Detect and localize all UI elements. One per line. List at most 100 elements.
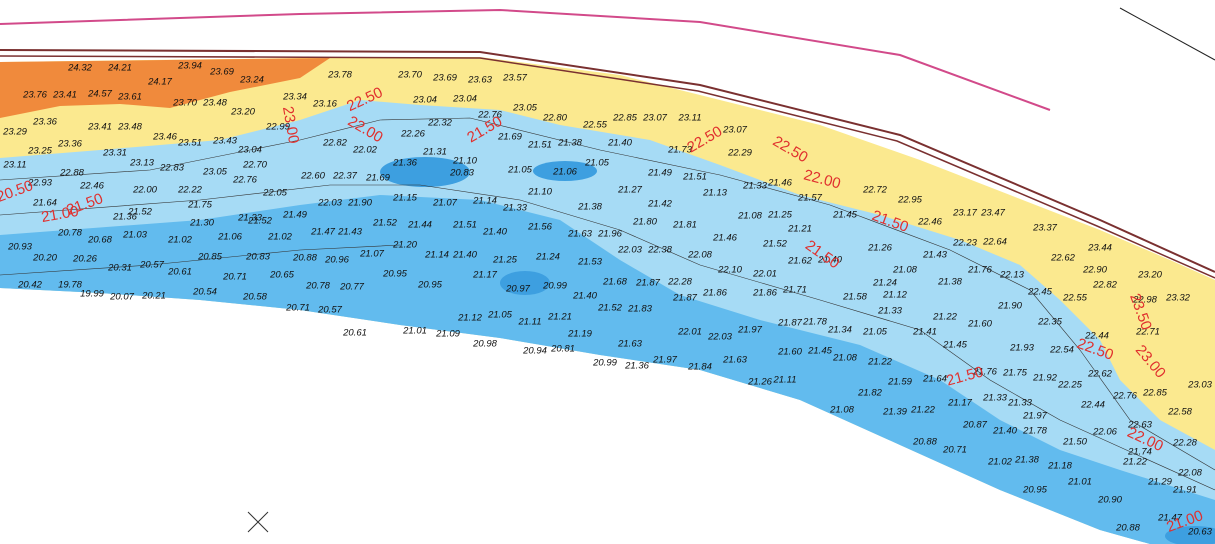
deep-pocket bbox=[533, 161, 597, 181]
spot-height: 22.76 bbox=[1112, 391, 1137, 402]
spot-height: 22.85 bbox=[612, 113, 637, 124]
spot-height: 21.01 bbox=[1067, 477, 1092, 488]
spot-height: 20.63 bbox=[1187, 527, 1212, 538]
contour-lines bbox=[0, 117, 1215, 491]
road bbox=[0, 7, 1215, 533]
spot-height: 22.70 bbox=[242, 160, 267, 171]
spot-heights: 24.32 24.21 24.17 23.94 23.69 23.24 23.70 23.48… bbox=[2, 61, 1212, 538]
spot-height: 22.99 bbox=[265, 122, 290, 133]
spot-height: 20.99 bbox=[542, 281, 567, 292]
spot-height: 21.97 bbox=[652, 355, 677, 366]
spot-height: 21.51 bbox=[527, 140, 552, 151]
spot-height: 20.95 bbox=[1022, 485, 1047, 496]
spot-height: 22.10 bbox=[717, 265, 742, 276]
spot-height: 21.52 bbox=[127, 207, 152, 218]
spot-height: 23.57 bbox=[502, 73, 527, 84]
spot-height: 23.25 bbox=[27, 146, 52, 157]
spot-height: 21.96 bbox=[597, 229, 622, 240]
spot-height: 24.17 bbox=[147, 77, 172, 88]
spot-height: 21.33 bbox=[742, 181, 767, 192]
spot-height: 23.70 bbox=[397, 70, 422, 81]
spot-height: 21.86 bbox=[702, 288, 727, 299]
spot-height: 22.85 bbox=[1142, 388, 1167, 399]
spot-height: 22.46 bbox=[917, 217, 942, 228]
spot-height: 22.01 bbox=[752, 269, 777, 280]
spot-height: 22.88 bbox=[59, 168, 84, 179]
spot-height: 21.74 bbox=[1127, 447, 1152, 458]
spot-height: 21.15 bbox=[392, 193, 417, 204]
spot-height: 21.64 bbox=[922, 374, 947, 385]
spot-height: 21.40 bbox=[817, 255, 842, 266]
spot-height: 21.64 bbox=[32, 198, 57, 209]
spot-height: 22.63 bbox=[1127, 420, 1152, 431]
spot-height: 21.06 bbox=[217, 232, 242, 243]
spot-height: 21.69 bbox=[365, 173, 390, 184]
spot-height: 21.33 bbox=[982, 393, 1007, 404]
spot-height: 21.45 bbox=[942, 340, 967, 351]
spot-height: 22.93 bbox=[27, 178, 52, 189]
spot-height: 21.60 bbox=[967, 319, 992, 330]
spot-height: 23.13 bbox=[129, 158, 154, 169]
spot-height: 20.81 bbox=[550, 344, 575, 355]
spot-height: 20.57 bbox=[139, 260, 164, 271]
spot-height: 22.00 bbox=[132, 185, 157, 196]
spot-height: 21.33 bbox=[1007, 398, 1032, 409]
spot-height: 23.44 bbox=[1087, 243, 1112, 254]
spot-height: 21.36 bbox=[624, 361, 649, 372]
spot-height: 21.83 bbox=[627, 304, 652, 315]
spot-height: 20.88 bbox=[1115, 523, 1140, 534]
spot-height: 21.21 bbox=[547, 312, 572, 323]
spot-height: 22.72 bbox=[862, 185, 887, 196]
spot-height: 21.86 bbox=[752, 288, 777, 299]
spot-height: 23.05 bbox=[202, 167, 227, 178]
spot-height: 21.02 bbox=[267, 232, 292, 243]
spot-height: 21.97 bbox=[737, 325, 762, 336]
spot-height: 23.48 bbox=[117, 122, 142, 133]
spot-height: 21.33 bbox=[237, 213, 262, 224]
spot-height: 22.03 bbox=[317, 198, 342, 209]
spot-height: 22.60 bbox=[300, 171, 325, 182]
spot-height: 19.78 bbox=[58, 280, 82, 291]
spot-height: 23.41 bbox=[87, 122, 112, 133]
spot-height: 23.34 bbox=[282, 92, 307, 103]
spot-height: 20.71 bbox=[285, 303, 310, 314]
spot-height: 21.40 bbox=[607, 138, 632, 149]
spot-height: 21.45 bbox=[832, 210, 857, 221]
spot-height: 20.93 bbox=[7, 242, 32, 253]
spot-height: 20.77 bbox=[339, 282, 364, 293]
spot-height: 21.40 bbox=[452, 250, 477, 261]
spot-height: 21.17 bbox=[947, 398, 972, 409]
spot-height: 20.61 bbox=[167, 267, 192, 278]
spot-height: 23.48 bbox=[202, 98, 227, 109]
spot-height: 21.63 bbox=[567, 229, 592, 240]
spot-height: 21.52 bbox=[762, 239, 787, 250]
spot-height: 23.11 bbox=[677, 113, 701, 124]
spot-height: 21.34 bbox=[827, 325, 852, 336]
spot-height: 22.01 bbox=[677, 327, 702, 338]
spot-height: 21.20 bbox=[392, 240, 417, 251]
spot-height: 21.82 bbox=[857, 388, 882, 399]
spot-height: 23.04 bbox=[452, 94, 477, 105]
spot-height: 21.12 bbox=[457, 313, 482, 324]
spot-height: 21.76 bbox=[972, 367, 997, 378]
spot-height: 23.61 bbox=[117, 92, 142, 103]
spot-height: 21.60 bbox=[777, 347, 802, 358]
spot-height: 23.47 bbox=[980, 208, 1005, 219]
spot-height: 20.21 bbox=[141, 291, 166, 302]
spot-height: 23.05 bbox=[512, 103, 537, 114]
spot-height: 21.22 bbox=[867, 357, 892, 368]
spot-height: 22.82 bbox=[322, 138, 347, 149]
spot-height: 20.26 bbox=[72, 254, 97, 265]
spot-height: 21.46 bbox=[712, 233, 737, 244]
spot-height: 21.84 bbox=[687, 362, 712, 373]
spot-height: 22.64 bbox=[982, 237, 1007, 248]
spot-height: 21.36 bbox=[392, 158, 417, 169]
spot-height: 21.08 bbox=[892, 265, 917, 276]
spot-height: 23.63 bbox=[467, 75, 492, 86]
spot-height: 22.38 bbox=[647, 245, 672, 256]
spot-height: 22.37 bbox=[332, 171, 357, 182]
spot-height: 21.01 bbox=[402, 326, 427, 337]
spot-height: 21.78 bbox=[802, 317, 827, 328]
spot-height: 21.52 bbox=[372, 218, 397, 229]
spot-height: 21.53 bbox=[577, 257, 602, 268]
